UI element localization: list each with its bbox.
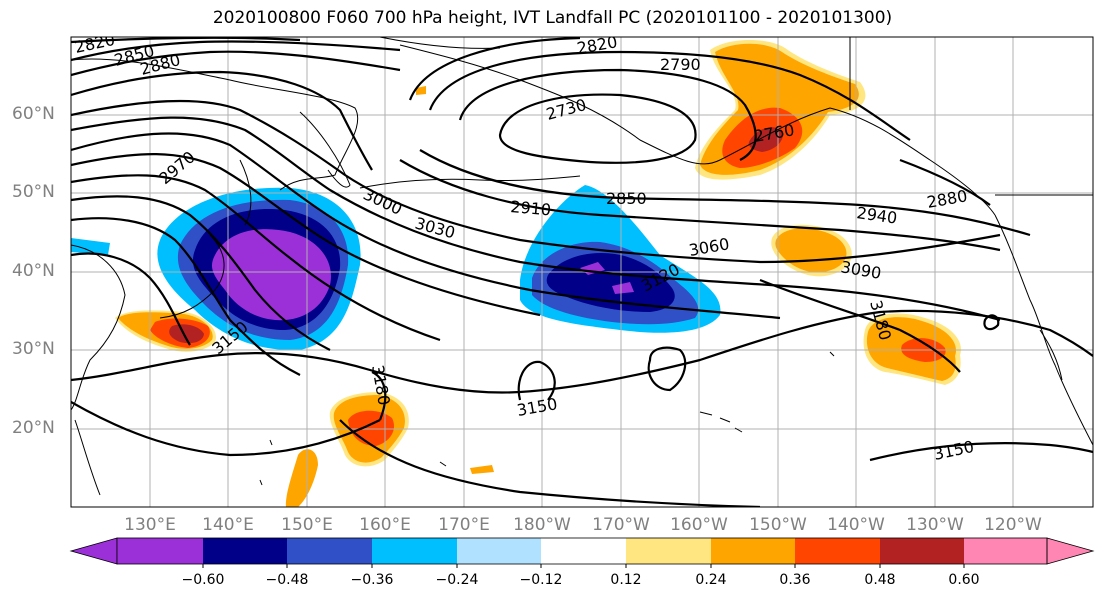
contour (71, 153, 541, 317)
coastline-asia (71, 58, 359, 191)
colorbar-swatch (541, 538, 626, 564)
contour (71, 174, 441, 342)
plot-title: 2020100800 F060 700 hPa height, IVT Land… (212, 8, 893, 28)
colorbar-tick-label: −0.60 (181, 572, 225, 588)
lat-label: 20°N (12, 418, 55, 438)
negative-anomaly-west (71, 238, 110, 255)
contour (899, 158, 991, 206)
contour (71, 309, 1093, 394)
coastline-sakhalin (239, 159, 252, 226)
lon-label: 130°W (906, 515, 964, 535)
negative-anomaly-west (211, 229, 331, 321)
negative-anomaly-central (612, 282, 634, 294)
coastline-north-america (994, 214, 1093, 446)
contour (399, 159, 1001, 252)
lon-label: 140°W (827, 515, 885, 535)
contour (71, 99, 1001, 264)
colorbar-swatch (626, 538, 711, 564)
contour (647, 346, 687, 392)
lat-label: 50°N (12, 182, 55, 202)
contour (71, 37, 301, 44)
contour-label: 2850 (606, 189, 647, 208)
colorbar-tick-label: 0.60 (948, 572, 980, 588)
colorbar-swatch (964, 538, 1047, 564)
lon-label: 140°E (202, 515, 254, 535)
coastline-hawaii (699, 411, 743, 433)
contour (498, 93, 697, 164)
positive-anomaly-subtropical (470, 465, 494, 474)
lat-label: 60°N (12, 104, 55, 124)
contour (71, 401, 381, 457)
contour (71, 132, 781, 320)
lon-label: 150°E (281, 515, 333, 535)
coastline-pacific-islands (259, 351, 835, 486)
colorbar-swatch (795, 538, 880, 564)
lon-label: 180°W (513, 515, 571, 535)
colorbar-tick-label: −0.48 (265, 572, 309, 588)
colorbar-tick-label: −0.12 (519, 572, 563, 588)
lat-label: 40°N (12, 261, 55, 281)
contour (71, 70, 373, 171)
lat-label: 30°N (12, 339, 55, 359)
coastline-aleutians (359, 175, 581, 189)
colorbar-extend-low (69, 537, 118, 565)
colorbar-swatch (203, 538, 287, 564)
lon-label: 170°W (592, 515, 650, 535)
lon-label: 160°W (670, 515, 728, 535)
colorbar (69, 537, 1095, 568)
contour (71, 217, 301, 376)
lon-label: 120°W (984, 515, 1042, 535)
colorbar-swatch (287, 538, 372, 564)
contour (419, 149, 1031, 237)
positive-anomaly-japan (169, 324, 204, 344)
contour (71, 50, 401, 77)
contour (71, 40, 401, 62)
colorbar-swatch (711, 538, 795, 564)
colorbar-tick-label: 0.12 (610, 572, 642, 588)
lon-label: 130°E (124, 515, 176, 535)
colorbar-swatch (880, 538, 964, 564)
contour (71, 116, 1001, 322)
contour-label: 2820 (575, 32, 618, 58)
coastline-kamchatka (299, 111, 351, 188)
map-frame (70, 36, 1094, 508)
colorbar-tick-label: 0.36 (779, 572, 811, 588)
colorbar-swatch (117, 538, 203, 564)
contour (408, 37, 581, 101)
contour (983, 314, 1000, 331)
colorbar-extend-high (1046, 537, 1095, 565)
positive-anomaly-alaska (748, 127, 783, 152)
height-contours (71, 37, 1093, 507)
contour (71, 252, 191, 346)
contour-label: 2790 (660, 55, 701, 74)
contour (339, 419, 761, 507)
contour (869, 442, 1093, 462)
colorbar-tick-label: −0.36 (350, 572, 394, 588)
contour (517, 360, 556, 401)
colorbar-tick-label: 0.48 (864, 572, 896, 588)
positive-anomaly-subtropical (285, 449, 318, 507)
contour (428, 50, 911, 141)
lon-label: 160°E (359, 515, 411, 535)
coastline-philippines (74, 419, 101, 496)
coastline-alaska-north (379, 37, 501, 49)
contour (371, 371, 387, 421)
lon-label: 170°E (438, 515, 490, 535)
contour (71, 195, 331, 351)
coastline-korea-china (71, 244, 126, 411)
contour (759, 278, 961, 373)
coastline-japan (159, 234, 225, 319)
coastline-baja (1039, 329, 1063, 381)
colorbar-swatch (457, 538, 541, 564)
colorbar-swatch (372, 538, 457, 564)
lon-label: 150°W (749, 515, 807, 535)
contour (458, 68, 757, 161)
contour-label: 2910 (510, 197, 552, 219)
positive-anomaly-subtropical (416, 86, 426, 95)
colorbar-tick-label: 0.24 (695, 572, 727, 588)
map-area: 2820 2850 2880 2970 3000 3030 2820 2790 … (71, 32, 1093, 507)
colorbar-tick-label: −0.24 (435, 572, 479, 588)
